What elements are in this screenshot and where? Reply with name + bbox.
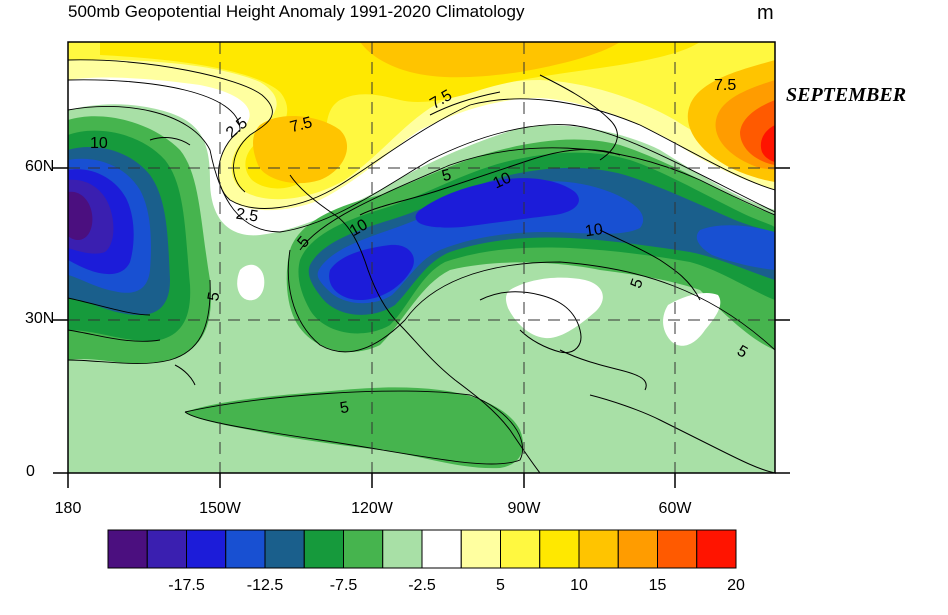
colorbar-tick-label: -7.5 (329, 577, 358, 594)
month-label: SEPTEMBER (786, 84, 907, 106)
lon-label-180: 180 (54, 500, 82, 517)
contour-label: 5 (339, 399, 351, 417)
grid-lines (68, 42, 775, 473)
lon-label-90w: 90W (507, 500, 541, 517)
colorbar-swatch (382, 529, 423, 569)
plot-frame (67, 41, 776, 474)
contour-label: 7.5 (714, 77, 736, 94)
colorbar-tick-label: 5 (496, 577, 505, 594)
colorbar-swatch (539, 529, 580, 569)
colorbar-swatch (500, 529, 541, 569)
contour-label: 5 (440, 166, 453, 185)
contour-label: 5 (205, 291, 223, 303)
axis-ticks (53, 167, 790, 488)
colorbar-swatch (225, 529, 266, 569)
contour-label: 7.5 (288, 114, 314, 136)
units-label: m (757, 2, 774, 24)
colorbar-tick-label: 15 (648, 577, 667, 594)
colorbar-swatch (264, 529, 305, 569)
map-title: 500mb Geopotential Height Anomaly 1991-2… (68, 2, 525, 21)
colorbar-swatch (303, 529, 344, 569)
contour-label: 10 (491, 169, 514, 192)
colorbar-tick-label: -12.5 (246, 577, 284, 594)
colorbar-tick-label: 20 (727, 577, 745, 594)
colorbar-swatch (421, 529, 462, 569)
contour-label-group: 10 2.5 7.5 7.5 7.5 2.5 5 10 5 10 10 5 5 … (90, 77, 750, 417)
colorbar-swatch (578, 529, 619, 569)
colorbar-tick-label: -2.5 (408, 577, 436, 594)
lat-label-0: 0 (26, 463, 35, 480)
lon-label-150w: 150W (199, 500, 241, 517)
colorbar-swatch (696, 529, 737, 569)
contour-label: 2.5 (235, 206, 259, 226)
colorbar-swatch (107, 529, 148, 569)
colorbar-swatch (460, 529, 501, 569)
colorbar-tick-label: 10 (570, 577, 588, 594)
lat-label-60n: 60N (25, 158, 55, 175)
contour-label: 10 (584, 221, 604, 240)
anomaly-field (68, 42, 775, 473)
lat-label-30n: 30N (25, 310, 55, 327)
contour-label: 10 (347, 216, 371, 240)
lon-label-60w: 60W (658, 500, 692, 517)
colorbar-swatch (146, 529, 187, 569)
lon-label-120w: 120W (351, 500, 393, 517)
colorbar-swatch (657, 529, 698, 569)
contour-lines (68, 59, 775, 465)
colorbar-swatch (186, 529, 227, 569)
colorbar-tick-label: -17.5 (168, 577, 205, 594)
colorbar-swatch (617, 529, 658, 569)
colorbar-swatch (343, 529, 384, 569)
contour-label: 10 (90, 135, 108, 152)
